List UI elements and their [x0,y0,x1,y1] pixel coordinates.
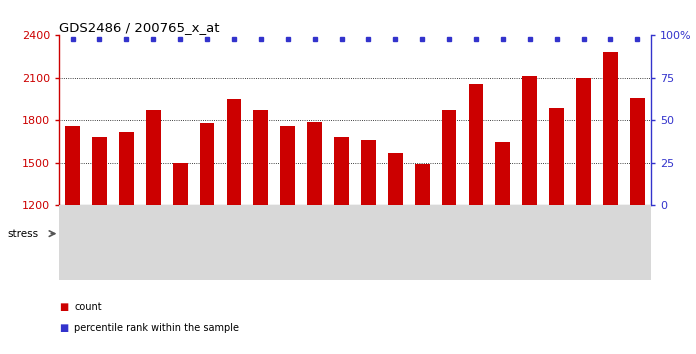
Bar [603,52,618,205]
Text: ■: ■ [59,323,68,333]
Bar [355,219,651,248]
Bar [227,99,242,205]
Bar [253,110,268,205]
Bar [549,108,564,205]
Bar [59,219,355,248]
Bar [92,137,107,205]
Text: smoker: smoker [482,229,523,239]
Bar [496,142,510,205]
Bar [576,78,591,205]
Bar [630,98,644,205]
Text: ■: ■ [59,302,68,312]
Bar [361,140,376,205]
Bar [146,110,161,205]
Bar [442,110,457,205]
Bar [280,126,295,205]
Bar [388,153,403,205]
Bar [415,164,429,205]
Bar [200,123,214,205]
Bar [173,163,187,205]
Text: percentile rank within the sample: percentile rank within the sample [74,323,239,333]
Text: count: count [74,302,102,312]
Text: GDS2486 / 200765_x_at: GDS2486 / 200765_x_at [59,21,220,34]
Bar [65,126,80,205]
Text: non-smoker: non-smoker [174,229,240,239]
Text: stress: stress [7,229,38,239]
Bar [119,132,134,205]
Bar [523,76,537,205]
Bar [334,137,349,205]
Bar [307,122,322,205]
Bar [468,84,483,205]
